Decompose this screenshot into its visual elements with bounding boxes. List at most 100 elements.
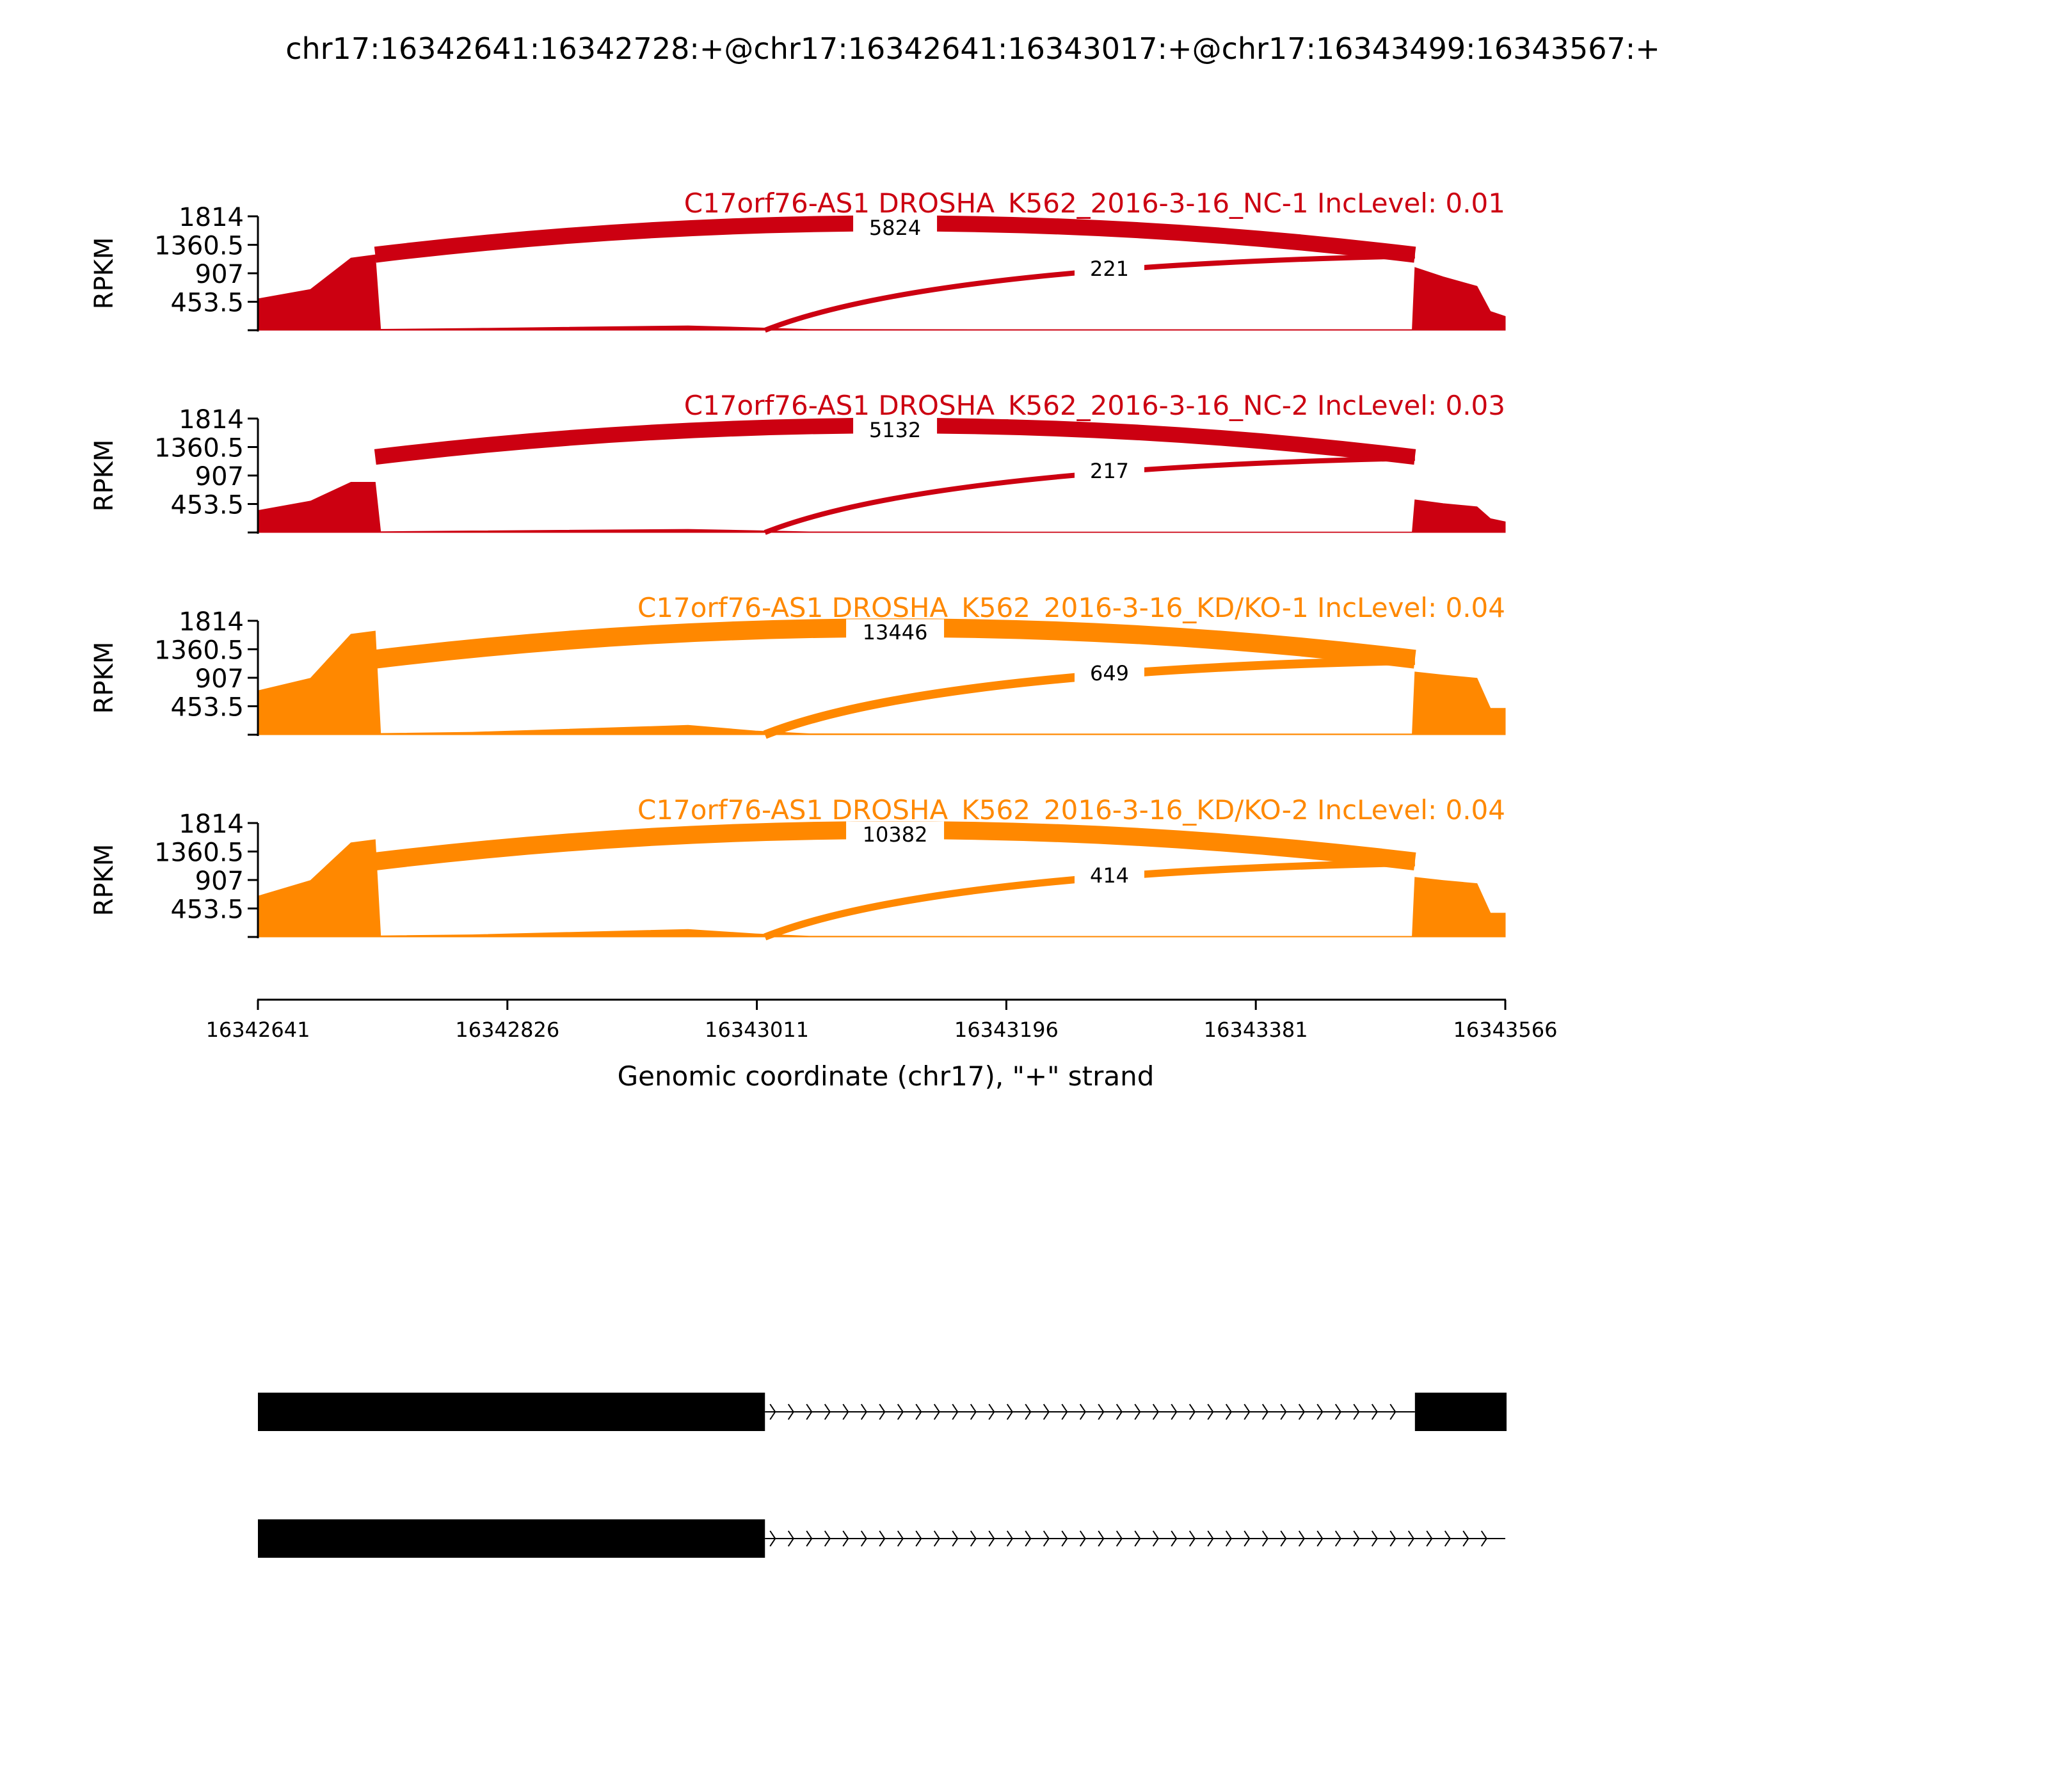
isoform-2 — [258, 1519, 1505, 1558]
strand-chevron — [806, 1404, 813, 1420]
strand-chevron — [1025, 1530, 1032, 1547]
exon-block — [1414, 1393, 1507, 1431]
track-title: C17orf76-AS1 DROSHA_K562_2016-3-16_KD/KO… — [637, 592, 1505, 623]
strand-chevron — [952, 1404, 959, 1420]
x-axis-label: Genomic coordinate (chr17), "+" strand — [618, 1060, 1155, 1092]
strand-chevron — [787, 1404, 794, 1420]
strand-chevron — [1371, 1530, 1378, 1547]
strand-chevron — [1152, 1404, 1159, 1420]
strand-chevron — [1353, 1404, 1360, 1420]
y-axis-label: RPKM — [90, 440, 119, 512]
coverage-area — [257, 482, 1506, 533]
x-tick-label: 16343011 — [705, 1018, 809, 1042]
x-tick-label: 16342826 — [455, 1018, 559, 1042]
junction-count-box — [853, 214, 938, 241]
y-tick-label: 1814 — [179, 405, 244, 435]
strand-chevron — [1061, 1530, 1068, 1547]
figure-title: chr17:16342641:16342728:+@chr17:16342641… — [285, 31, 1660, 66]
strand-chevron — [1244, 1530, 1251, 1547]
strand-chevron — [897, 1530, 904, 1547]
x-tick-label: 16343381 — [1204, 1018, 1308, 1042]
strand-chevron — [1280, 1530, 1287, 1547]
y-tick-label: 453.5 — [170, 491, 244, 520]
strand-chevron — [1225, 1404, 1232, 1420]
strand-chevron — [1098, 1404, 1105, 1420]
strand-chevron — [879, 1530, 886, 1547]
strand-chevron — [860, 1530, 867, 1547]
junction-count-label: 5132 — [869, 418, 921, 442]
x-axis: 16342641 16342826 16343011 16343196 16343381… — [206, 998, 1557, 1042]
strand-chevron — [952, 1530, 959, 1547]
strand-chevron — [879, 1404, 886, 1420]
strand-chevron — [915, 1530, 922, 1547]
strand-chevron — [1334, 1530, 1341, 1547]
strand-chevron — [1116, 1404, 1123, 1420]
y-tick-label: 1814 — [179, 810, 244, 839]
strand-chevron — [1207, 1404, 1214, 1420]
strand-chevron — [1171, 1530, 1178, 1547]
strand-chevron — [1098, 1530, 1105, 1547]
strand-chevron — [970, 1530, 977, 1547]
y-tick-label: 1360.5 — [154, 434, 244, 463]
y-tick-label: 907 — [195, 664, 244, 694]
y-tick-label: 453.5 — [170, 289, 244, 318]
strand-chevron — [1061, 1404, 1068, 1420]
junction-count-box — [1075, 458, 1145, 484]
coverage-area — [257, 630, 1506, 735]
strand-chevron — [1188, 1530, 1196, 1547]
junction-arc — [764, 456, 1415, 535]
track-title: C17orf76-AS1 DROSHA_K562_2016-3-16_NC-1 … — [684, 188, 1505, 219]
junction-count-box — [846, 821, 945, 848]
strand-chevron — [897, 1404, 904, 1420]
track-title: C17orf76-AS1 DROSHA_K562_2016-3-16_KD/KO… — [637, 794, 1505, 826]
isoform-structures — [258, 1393, 1507, 1558]
junction-arc — [763, 656, 1415, 739]
strand-chevron — [1407, 1530, 1414, 1547]
strand-chevron — [824, 1530, 831, 1547]
strand-chevron — [1316, 1530, 1324, 1547]
strand-chevron — [1134, 1530, 1141, 1547]
strand-chevron — [806, 1530, 813, 1547]
strand-chevron — [842, 1530, 849, 1547]
x-tick-label: 16342641 — [206, 1018, 310, 1042]
strand-chevron — [1334, 1404, 1341, 1420]
y-tick-label: 1360.5 — [154, 636, 244, 666]
strand-chevron — [1371, 1404, 1378, 1420]
strand-chevron — [1389, 1404, 1396, 1420]
strand-chevron — [1006, 1530, 1013, 1547]
junction-arc — [764, 859, 1415, 941]
coverage-tracks: 453.59071360.51814RPKM5824221C17orf76-AS… — [90, 188, 1506, 941]
y-tick-label: 907 — [195, 462, 244, 492]
strand-chevron — [1188, 1404, 1196, 1420]
strand-chevron — [1043, 1530, 1050, 1547]
strand-chevron — [1171, 1404, 1178, 1420]
junction-count-label: 10382 — [863, 822, 928, 847]
strand-chevron — [1298, 1404, 1305, 1420]
x-tick-label: 16343196 — [954, 1018, 1059, 1042]
strand-chevron — [1006, 1404, 1013, 1420]
junction-count-label: 5824 — [869, 216, 921, 240]
strand-chevron — [1444, 1530, 1451, 1547]
strand-chevron — [1079, 1404, 1086, 1420]
strand-chevron — [1298, 1530, 1305, 1547]
y-axis-label: RPKM — [90, 237, 119, 310]
strand-chevron — [769, 1404, 776, 1420]
junction-count-box — [1075, 660, 1145, 687]
strand-chevron — [1134, 1404, 1141, 1420]
strand-chevron — [1353, 1530, 1360, 1547]
strand-chevron — [988, 1404, 995, 1420]
y-tick-label: 907 — [195, 867, 244, 896]
strand-chevron — [1261, 1530, 1268, 1547]
strand-chevron — [1225, 1530, 1232, 1547]
track-title: C17orf76-AS1 DROSHA_K562_2016-3-16_NC-2 … — [684, 390, 1505, 421]
strand-chevron — [860, 1404, 867, 1420]
strand-chevron — [988, 1530, 995, 1547]
coverage-area — [257, 839, 1506, 938]
strand-chevron — [1480, 1530, 1487, 1547]
junction-count-label: 414 — [1090, 863, 1129, 888]
junction-count-box — [846, 619, 945, 646]
